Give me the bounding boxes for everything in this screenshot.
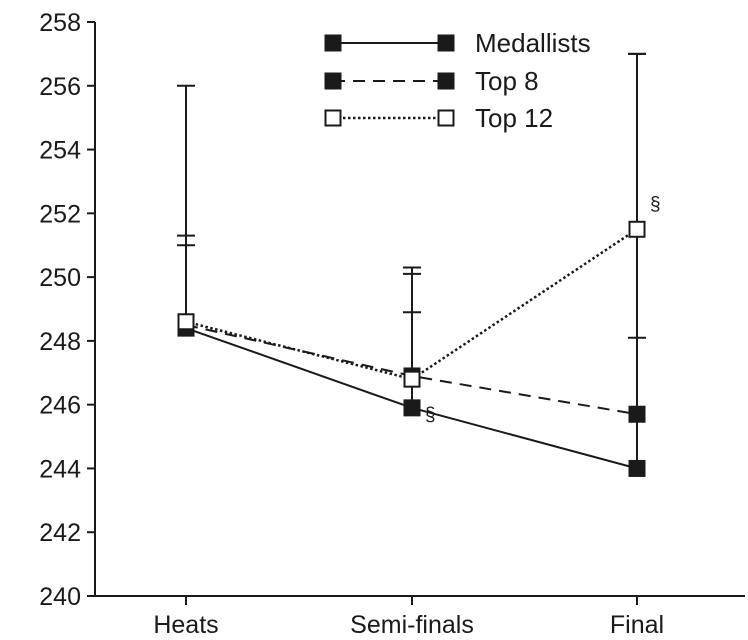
legend-marker-top-8 xyxy=(324,72,342,90)
y-tick-label: 252 xyxy=(39,200,81,228)
y-tick-label: 242 xyxy=(39,519,81,547)
data-point-top-12 xyxy=(177,313,195,331)
y-tick-label: 240 xyxy=(39,583,81,611)
x-tick-label-semi-finals: Semi-finals xyxy=(350,611,474,639)
significance-marker: § xyxy=(425,405,436,426)
legend-marker-medallists xyxy=(437,34,455,52)
legend-label-medallists: Medallists xyxy=(475,28,591,58)
data-point-medallists xyxy=(628,459,646,477)
legend-marker-top-12 xyxy=(324,109,342,127)
legend-marker-top-12 xyxy=(437,109,455,127)
significance-marker: § xyxy=(650,194,661,215)
data-point-top-12 xyxy=(403,370,421,388)
error-bars xyxy=(177,52,646,469)
legend-label-top-12: Top 12 xyxy=(475,103,553,133)
chart-axes: 240 242 244 246 248 250 252 254 256 258 Heats Semi-… xyxy=(39,9,745,639)
x-tick-label-final: Final xyxy=(610,611,664,639)
x-tick-label-heats: Heats xyxy=(153,611,218,639)
chart-legend: Medallists Top 8 Top 12 xyxy=(324,28,591,133)
data-point-top-12 xyxy=(628,220,646,238)
chart-annotations: §§ xyxy=(425,194,661,425)
legend-marker-medallists xyxy=(324,34,342,52)
legend-label-top-8: Top 8 xyxy=(475,66,539,96)
y-tick-label: 248 xyxy=(39,328,81,356)
data-point-top-8 xyxy=(628,405,646,423)
y-tick-label: 250 xyxy=(39,264,81,292)
y-tick-label: 256 xyxy=(39,73,81,101)
y-tick-label: 258 xyxy=(39,9,81,37)
data-point-medallists xyxy=(403,399,421,417)
y-tick-label: 244 xyxy=(39,455,81,483)
y-tick-label: 246 xyxy=(39,392,81,420)
series-markers xyxy=(177,220,646,477)
legend-marker-top-8 xyxy=(437,72,455,90)
y-tick-label: 254 xyxy=(39,137,81,165)
